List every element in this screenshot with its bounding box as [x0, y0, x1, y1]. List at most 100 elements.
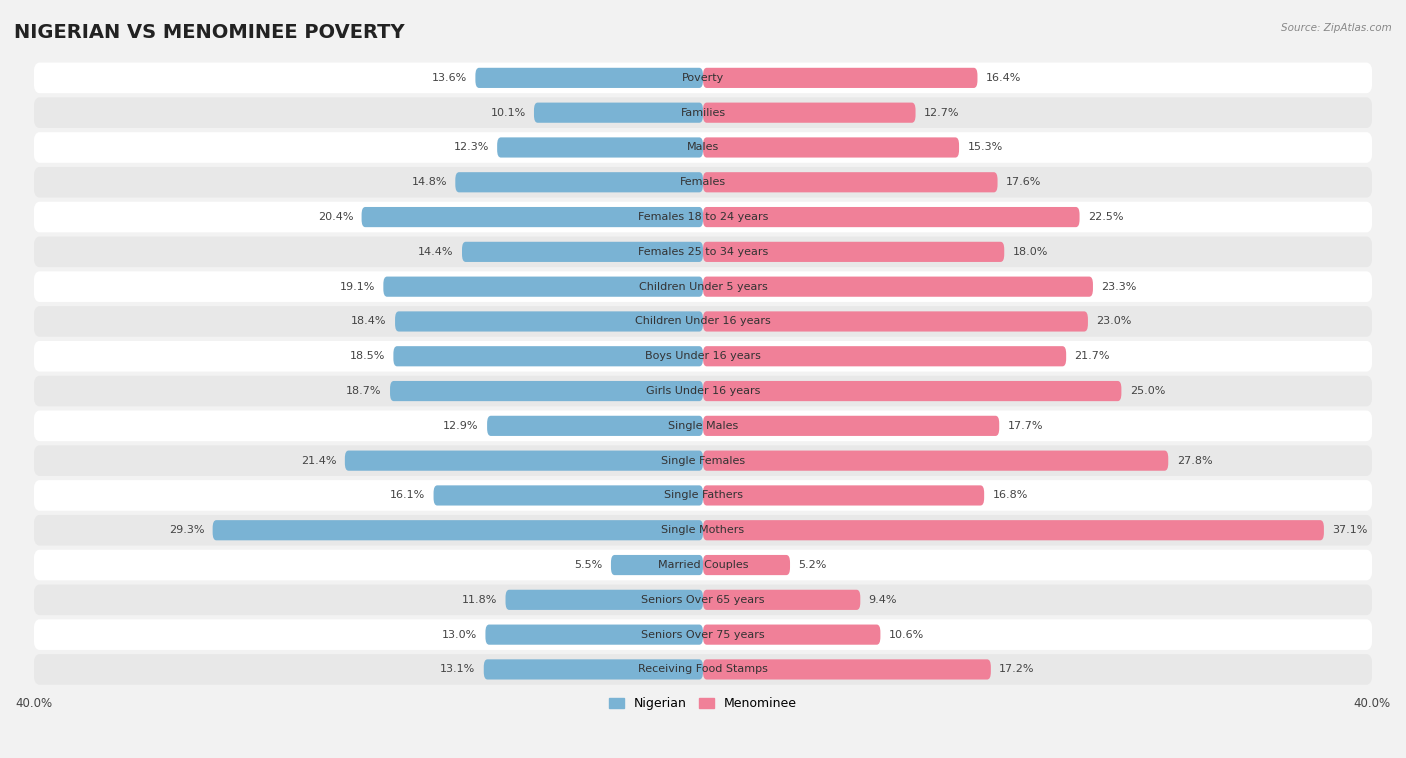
FancyBboxPatch shape [361, 207, 703, 227]
Text: 17.7%: 17.7% [1008, 421, 1043, 431]
Text: 18.4%: 18.4% [352, 316, 387, 327]
Text: NIGERIAN VS MENOMINEE POVERTY: NIGERIAN VS MENOMINEE POVERTY [14, 23, 405, 42]
Text: 21.4%: 21.4% [301, 456, 336, 465]
FancyBboxPatch shape [612, 555, 703, 575]
FancyBboxPatch shape [484, 659, 703, 679]
Text: 21.7%: 21.7% [1074, 351, 1111, 362]
FancyBboxPatch shape [34, 654, 1372, 684]
FancyBboxPatch shape [703, 625, 880, 645]
FancyBboxPatch shape [485, 625, 703, 645]
FancyBboxPatch shape [394, 346, 703, 366]
Text: 23.0%: 23.0% [1097, 316, 1132, 327]
Text: 12.3%: 12.3% [453, 143, 489, 152]
FancyBboxPatch shape [34, 97, 1372, 128]
FancyBboxPatch shape [34, 446, 1372, 476]
Text: 18.7%: 18.7% [346, 386, 381, 396]
FancyBboxPatch shape [34, 550, 1372, 581]
Text: 12.7%: 12.7% [924, 108, 959, 117]
FancyBboxPatch shape [703, 485, 984, 506]
Text: Receiving Food Stamps: Receiving Food Stamps [638, 665, 768, 675]
Text: 17.2%: 17.2% [1000, 665, 1035, 675]
Text: 15.3%: 15.3% [967, 143, 1002, 152]
FancyBboxPatch shape [703, 590, 860, 610]
FancyBboxPatch shape [703, 242, 1004, 262]
FancyBboxPatch shape [703, 555, 790, 575]
Text: 13.6%: 13.6% [432, 73, 467, 83]
Text: 10.1%: 10.1% [491, 108, 526, 117]
Text: 10.6%: 10.6% [889, 630, 924, 640]
FancyBboxPatch shape [703, 67, 977, 88]
Legend: Nigerian, Menominee: Nigerian, Menominee [603, 692, 803, 715]
Text: Females 18 to 24 years: Females 18 to 24 years [638, 212, 768, 222]
Text: 13.1%: 13.1% [440, 665, 475, 675]
Text: Females 25 to 34 years: Females 25 to 34 years [638, 247, 768, 257]
Text: 37.1%: 37.1% [1333, 525, 1368, 535]
FancyBboxPatch shape [34, 619, 1372, 650]
Text: 14.8%: 14.8% [412, 177, 447, 187]
Text: 17.6%: 17.6% [1005, 177, 1042, 187]
Text: Females: Females [681, 177, 725, 187]
Text: Source: ZipAtlas.com: Source: ZipAtlas.com [1281, 23, 1392, 33]
Text: 18.0%: 18.0% [1012, 247, 1047, 257]
Text: Families: Families [681, 108, 725, 117]
Text: Single Mothers: Single Mothers [661, 525, 745, 535]
FancyBboxPatch shape [34, 480, 1372, 511]
FancyBboxPatch shape [34, 411, 1372, 441]
FancyBboxPatch shape [703, 137, 959, 158]
FancyBboxPatch shape [34, 167, 1372, 198]
Text: Single Males: Single Males [668, 421, 738, 431]
Text: 12.9%: 12.9% [443, 421, 478, 431]
FancyBboxPatch shape [498, 137, 703, 158]
Text: 22.5%: 22.5% [1088, 212, 1123, 222]
FancyBboxPatch shape [212, 520, 703, 540]
Text: Boys Under 16 years: Boys Under 16 years [645, 351, 761, 362]
Text: Single Females: Single Females [661, 456, 745, 465]
FancyBboxPatch shape [34, 515, 1372, 546]
FancyBboxPatch shape [703, 450, 1168, 471]
Text: 25.0%: 25.0% [1130, 386, 1166, 396]
FancyBboxPatch shape [384, 277, 703, 296]
FancyBboxPatch shape [703, 381, 1122, 401]
Text: 16.4%: 16.4% [986, 73, 1021, 83]
FancyBboxPatch shape [703, 312, 1088, 331]
Text: 19.1%: 19.1% [340, 282, 375, 292]
FancyBboxPatch shape [703, 172, 997, 193]
FancyBboxPatch shape [344, 450, 703, 471]
FancyBboxPatch shape [34, 306, 1372, 337]
Text: 20.4%: 20.4% [318, 212, 353, 222]
Text: 5.5%: 5.5% [574, 560, 603, 570]
FancyBboxPatch shape [475, 67, 703, 88]
FancyBboxPatch shape [703, 277, 1092, 296]
Text: 9.4%: 9.4% [869, 595, 897, 605]
FancyBboxPatch shape [486, 415, 703, 436]
FancyBboxPatch shape [34, 236, 1372, 267]
Text: Males: Males [688, 143, 718, 152]
Text: Children Under 5 years: Children Under 5 years [638, 282, 768, 292]
Text: 27.8%: 27.8% [1177, 456, 1212, 465]
FancyBboxPatch shape [456, 172, 703, 193]
Text: 16.1%: 16.1% [389, 490, 425, 500]
FancyBboxPatch shape [34, 202, 1372, 233]
Text: 18.5%: 18.5% [350, 351, 385, 362]
FancyBboxPatch shape [34, 376, 1372, 406]
Text: Children Under 16 years: Children Under 16 years [636, 316, 770, 327]
FancyBboxPatch shape [34, 132, 1372, 163]
Text: Poverty: Poverty [682, 73, 724, 83]
FancyBboxPatch shape [433, 485, 703, 506]
FancyBboxPatch shape [703, 415, 1000, 436]
FancyBboxPatch shape [34, 341, 1372, 371]
Text: Seniors Over 75 years: Seniors Over 75 years [641, 630, 765, 640]
Text: Single Fathers: Single Fathers [664, 490, 742, 500]
Text: 5.2%: 5.2% [799, 560, 827, 570]
Text: Girls Under 16 years: Girls Under 16 years [645, 386, 761, 396]
FancyBboxPatch shape [34, 271, 1372, 302]
Text: 11.8%: 11.8% [461, 595, 498, 605]
Text: 14.4%: 14.4% [418, 247, 454, 257]
FancyBboxPatch shape [703, 520, 1324, 540]
FancyBboxPatch shape [703, 659, 991, 679]
FancyBboxPatch shape [534, 102, 703, 123]
Text: 23.3%: 23.3% [1101, 282, 1136, 292]
FancyBboxPatch shape [34, 584, 1372, 615]
FancyBboxPatch shape [703, 207, 1080, 227]
FancyBboxPatch shape [389, 381, 703, 401]
